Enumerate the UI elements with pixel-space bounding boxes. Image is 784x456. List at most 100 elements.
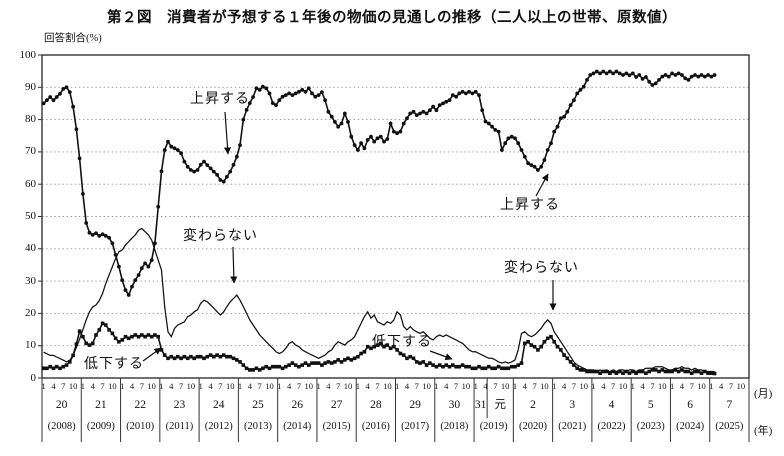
- marker-square: [271, 364, 275, 369]
- annotation-label-変わらない: 変わらない: [183, 229, 258, 244]
- annotation-arrow: [223, 111, 232, 155]
- marker-square: [208, 353, 213, 357]
- marker-circle: [329, 114, 334, 119]
- month-label: 1: [316, 381, 321, 391]
- marker-circle: [283, 93, 288, 97]
- month-label: 4: [208, 381, 213, 391]
- marker-square: [254, 366, 259, 371]
- marker-circle: [624, 71, 629, 76]
- month-label: 4: [719, 381, 724, 391]
- marker-square: [287, 363, 291, 367]
- marker-circle: [598, 71, 602, 76]
- month-label: 1: [473, 381, 478, 391]
- marker-circle: [146, 264, 151, 269]
- marker-square: [506, 366, 511, 371]
- marker-square: [333, 360, 337, 364]
- marker-square: [392, 344, 396, 349]
- marker-square: [182, 354, 187, 359]
- marker-circle: [58, 91, 62, 96]
- month-label: 10: [461, 381, 471, 391]
- marker-square: [120, 338, 124, 342]
- month-label: 4: [522, 381, 527, 391]
- annotation-arrow: [230, 246, 238, 284]
- marker-square: [156, 334, 160, 339]
- marker-square: [117, 340, 121, 344]
- y-tick-label-70: 70: [25, 145, 36, 158]
- marker-square: [45, 366, 49, 371]
- marker-circle: [614, 69, 619, 74]
- marker-square: [660, 368, 665, 372]
- marker-square: [244, 366, 249, 371]
- marker-square: [267, 366, 272, 371]
- marker-square: [100, 321, 105, 326]
- marker-circle: [398, 129, 403, 134]
- marker-circle: [496, 129, 501, 134]
- marker-square: [346, 356, 350, 361]
- marker-square: [385, 343, 390, 347]
- marker-square: [343, 358, 347, 362]
- marker-square: [588, 369, 593, 374]
- marker-circle: [156, 204, 161, 209]
- marker-circle: [54, 95, 59, 99]
- marker-circle: [313, 94, 318, 99]
- west-year-label: (2018): [440, 421, 469, 432]
- month-label: 7: [257, 381, 262, 391]
- marker-square: [64, 363, 69, 367]
- marker-square: [689, 371, 694, 375]
- y-tick-label-20: 20: [25, 306, 36, 319]
- marker-square: [54, 364, 59, 369]
- marker-circle: [676, 71, 681, 76]
- month-label: 4: [326, 381, 331, 391]
- marker-circle: [630, 71, 635, 76]
- marker-square: [58, 366, 62, 371]
- marker-square: [398, 351, 403, 356]
- marker-circle: [267, 91, 272, 96]
- marker-circle: [670, 71, 674, 76]
- marker-square: [241, 363, 246, 367]
- marker-square: [221, 353, 226, 357]
- marker-square: [470, 366, 475, 371]
- marker-square: [418, 361, 422, 365]
- month-label: 10: [658, 381, 667, 391]
- marker-circle: [215, 172, 220, 177]
- marker-square: [297, 364, 301, 369]
- marker-square: [323, 361, 327, 365]
- marker-circle: [218, 178, 223, 182]
- marker-circle: [657, 78, 661, 82]
- marker-circle: [637, 73, 642, 77]
- marker-square: [608, 371, 612, 375]
- marker-circle: [97, 234, 102, 238]
- marker-circle: [529, 163, 534, 168]
- era-label: 23: [173, 399, 186, 411]
- marker-square: [595, 369, 599, 374]
- marker-square: [97, 328, 102, 332]
- month-label: 4: [404, 381, 410, 391]
- marker-circle: [486, 121, 491, 126]
- marker-square: [542, 340, 547, 344]
- marker-square: [231, 356, 236, 361]
- month-label: 10: [265, 381, 274, 391]
- marker-circle: [493, 127, 498, 132]
- month-label: 7: [728, 381, 734, 391]
- marker-circle: [621, 73, 625, 77]
- marker-circle: [123, 288, 128, 292]
- marker-square: [110, 331, 115, 336]
- marker-square: [473, 366, 478, 371]
- marker-circle: [575, 91, 580, 96]
- marker-circle: [375, 136, 380, 141]
- marker-square: [585, 369, 589, 374]
- marker-circle: [77, 156, 82, 161]
- marker-circle: [464, 91, 468, 96]
- era-label: 31: [474, 399, 487, 411]
- marker-square: [382, 344, 386, 349]
- marker-square: [683, 369, 687, 374]
- y-tick-label-10: 10: [25, 339, 36, 352]
- marker-square: [559, 348, 563, 352]
- marker-square: [274, 364, 278, 369]
- marker-circle: [45, 98, 49, 103]
- marker-circle: [287, 91, 291, 96]
- marker-circle: [61, 87, 66, 91]
- y-tick-label-100: 100: [19, 48, 37, 61]
- marker-circle: [81, 192, 85, 196]
- marker-circle: [175, 148, 180, 152]
